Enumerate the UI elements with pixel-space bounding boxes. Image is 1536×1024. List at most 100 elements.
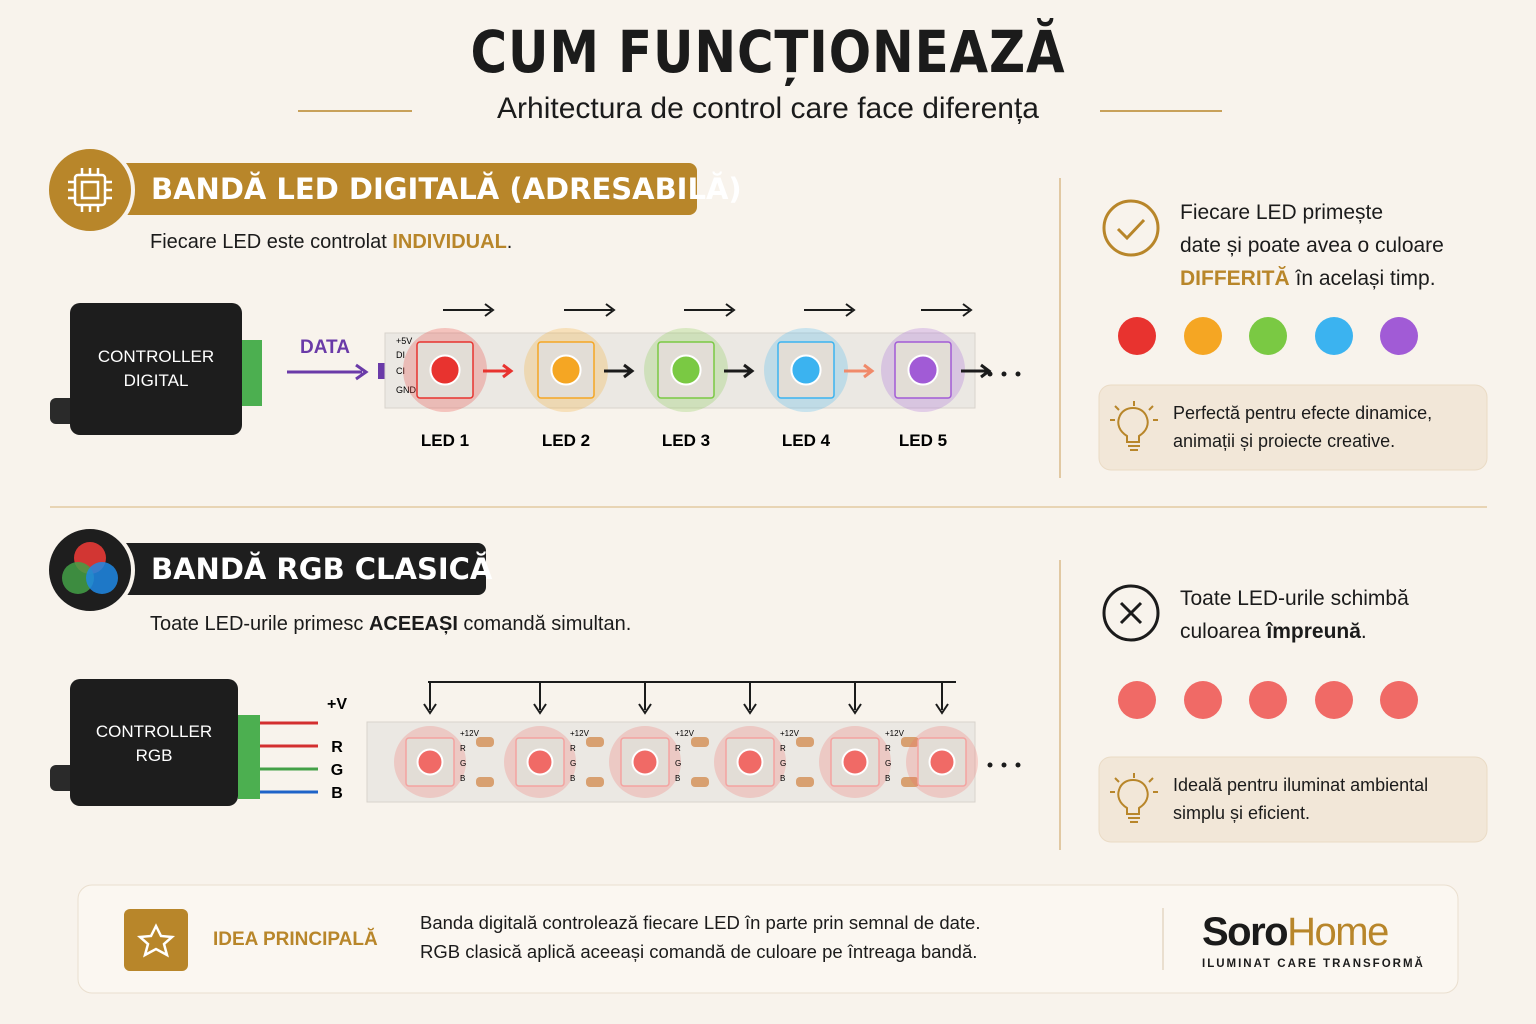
section-pill [100, 543, 486, 595]
text: culoarea [1180, 620, 1267, 643]
description: Fiecare LED este controlat INDIVIDUAL. [150, 231, 512, 254]
color-dot [1249, 317, 1287, 355]
ellipsis-dot [1001, 371, 1007, 377]
text: RGB clasică aplică aceeași comandă de cu… [420, 941, 978, 962]
footer-box [77, 884, 1459, 994]
text: DIGITAL [123, 371, 189, 390]
pin-label: +12V [885, 729, 905, 738]
bulb-icon [1117, 778, 1149, 815]
tip-box [1098, 756, 1488, 843]
pin-label: R [570, 744, 576, 753]
color-dot [1118, 317, 1156, 355]
text: Toate LED-urile schimbă [1180, 587, 1409, 610]
pin-label: B [885, 774, 890, 783]
arrow-head [743, 363, 755, 379]
pin-label: B [570, 774, 575, 783]
tip: Perfectă pentru efecte dinamice, animații… [1173, 399, 1432, 455]
chip-icon [45, 145, 135, 235]
title: CUM FUNCȚIONEAZĂ [470, 18, 1066, 86]
led-light [429, 354, 461, 386]
controller-label: CONTROLLER DIGITAL [71, 345, 241, 393]
pin-label: G [780, 759, 786, 768]
arrow-head [605, 303, 616, 317]
pin-label: R [675, 744, 681, 753]
led-light [550, 354, 582, 386]
text: simplu și eficient. [1173, 803, 1311, 823]
pin-label: +12V [570, 729, 590, 738]
check-mark [1116, 218, 1146, 241]
bulb-icon [1117, 406, 1149, 443]
pin-label: B [780, 774, 785, 783]
pin-label: GND [396, 385, 417, 395]
wire-label: R [331, 739, 343, 756]
arrow-head [725, 303, 736, 317]
led-light [736, 748, 764, 776]
brand-part: Soro [1202, 910, 1289, 954]
pin-label: B [460, 774, 465, 783]
color-dot [1380, 681, 1418, 719]
text: CONTROLLER [95, 722, 213, 741]
arrow-head [623, 363, 635, 379]
bus-arrow [848, 703, 862, 715]
tagline: ILUMINAT CARE TRANSFORMĂ [1202, 958, 1425, 970]
emphasis: INDIVIDUAL [392, 231, 507, 253]
section-title: BANDĂ LED DIGITALĂ (ADRESABILĂ) [151, 172, 742, 206]
led-label: LED 1 [421, 431, 469, 450]
idea-icon [124, 909, 188, 971]
ellipsis-dot [1015, 371, 1021, 377]
solder-pad [476, 737, 494, 747]
arrow-head [502, 363, 514, 379]
led-label: LED 4 [782, 431, 831, 450]
solder-pad [901, 737, 919, 747]
controller-label: CONTROLLER RGB [69, 720, 239, 768]
led-light [928, 748, 956, 776]
pin-label: G [885, 759, 891, 768]
footer-label: IDEA PRINCIPALĂ [213, 929, 378, 950]
terminal [238, 715, 260, 799]
x-icon [1102, 584, 1160, 642]
text: Fiecare LED primește [1180, 201, 1384, 224]
arrow-head [980, 363, 992, 379]
pin-label: +5V [396, 336, 412, 346]
text: Toate LED-urile primesc [150, 613, 369, 635]
text: Banda digitală controlează fiecare LED î… [420, 912, 981, 933]
led-light [841, 748, 869, 776]
solder-pad [901, 777, 919, 787]
led-light [526, 748, 554, 776]
text: în același timp. [1289, 267, 1436, 290]
controller [70, 679, 238, 806]
led-label: LED 3 [662, 431, 710, 450]
color-dot [1315, 681, 1353, 719]
subtitle: Arhitectura de control care face diferen… [497, 92, 1039, 125]
check-icon [1102, 199, 1160, 257]
pin-label: +12V [675, 729, 695, 738]
text: Perfectă pentru efecte dinamice, [1173, 403, 1433, 423]
led-light [790, 354, 822, 386]
solder-pad [586, 737, 604, 747]
color-dot [1184, 317, 1222, 355]
section-title: BANDĂ RGB CLASICĂ [151, 552, 493, 586]
wire-label: G [331, 762, 343, 779]
text: date și poate avea o culoare [1180, 234, 1444, 257]
led-light [631, 748, 659, 776]
wire-label: +V [327, 696, 347, 713]
feature: Toate LED-urile schimbă culoarea împreună… [1180, 582, 1409, 648]
arrow-head [484, 303, 495, 317]
bus-arrow [743, 703, 757, 715]
text: Fiecare LED este controlat [150, 231, 393, 253]
pin-label: B [675, 774, 680, 783]
ellipsis-dot [987, 762, 993, 768]
led-label: LED 2 [542, 431, 590, 450]
bulb-base [1110, 773, 1158, 823]
text: Ideală pentru iluminat ambiental [1173, 775, 1429, 795]
tip: Ideală pentru iluminat ambiental simplu ș… [1173, 771, 1428, 827]
star [136, 923, 176, 958]
controller [70, 303, 242, 435]
color-dot [1249, 681, 1287, 719]
pin-label: +12V [780, 729, 800, 738]
emphasis: ACEEAȘI [368, 613, 458, 635]
led-light [416, 748, 444, 776]
arrow-head [845, 303, 856, 317]
